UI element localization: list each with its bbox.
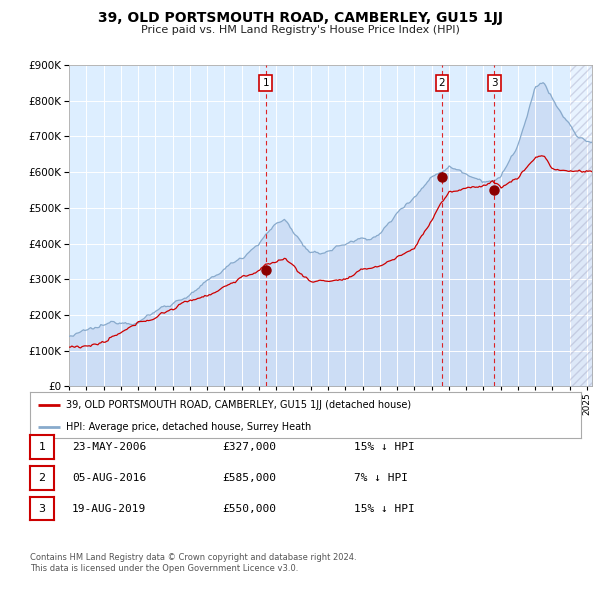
Text: This data is licensed under the Open Government Licence v3.0.: This data is licensed under the Open Gov… [30,565,298,573]
Bar [570,65,600,386]
Text: 2: 2 [439,78,445,87]
Text: 2: 2 [38,473,46,483]
Text: 39, OLD PORTSMOUTH ROAD, CAMBERLEY, GU15 1JJ (detached house): 39, OLD PORTSMOUTH ROAD, CAMBERLEY, GU15… [66,399,411,409]
Text: 19-AUG-2019: 19-AUG-2019 [72,504,146,513]
Text: 15% ↓ HPI: 15% ↓ HPI [354,442,415,452]
Text: 23-MAY-2006: 23-MAY-2006 [72,442,146,452]
Text: 3: 3 [38,504,46,513]
Text: 1: 1 [38,442,46,452]
Text: 05-AUG-2016: 05-AUG-2016 [72,473,146,483]
Text: £327,000: £327,000 [222,442,276,452]
Text: 1: 1 [262,78,269,87]
Text: 3: 3 [491,78,497,87]
Text: Price paid vs. HM Land Registry's House Price Index (HPI): Price paid vs. HM Land Registry's House … [140,25,460,35]
Text: 15% ↓ HPI: 15% ↓ HPI [354,504,415,513]
Text: £585,000: £585,000 [222,473,276,483]
Text: 7% ↓ HPI: 7% ↓ HPI [354,473,408,483]
Text: HPI: Average price, detached house, Surrey Heath: HPI: Average price, detached house, Surr… [66,422,311,432]
Text: Contains HM Land Registry data © Crown copyright and database right 2024.: Contains HM Land Registry data © Crown c… [30,553,356,562]
Text: £550,000: £550,000 [222,504,276,513]
Text: 39, OLD PORTSMOUTH ROAD, CAMBERLEY, GU15 1JJ: 39, OLD PORTSMOUTH ROAD, CAMBERLEY, GU15… [97,11,503,25]
